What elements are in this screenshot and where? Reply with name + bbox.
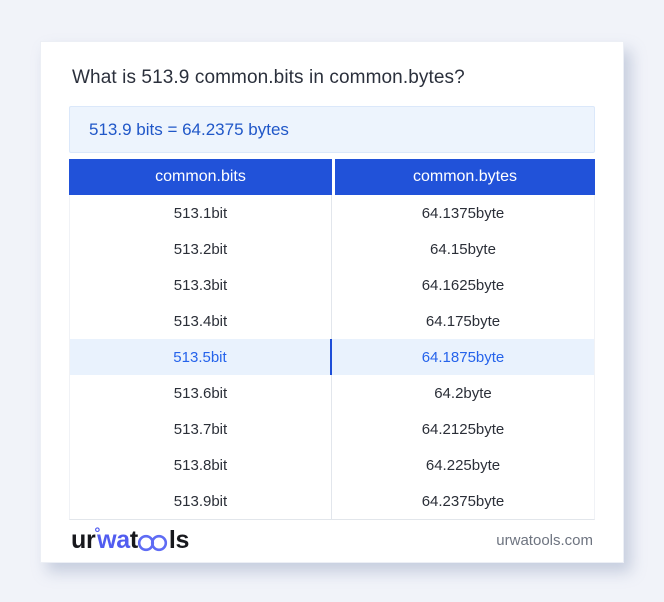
logo-text-t: t <box>129 525 138 554</box>
table-body: 513.1bit 64.1375byte 513.2bit 64.15byte … <box>69 195 595 520</box>
glasses-icon <box>137 534 167 552</box>
conversion-card: What is 513.9 common.bits in common.byte… <box>40 41 624 563</box>
bytes-cell[interactable]: 64.15byte <box>430 240 496 258</box>
bytes-cell[interactable]: 64.1375byte <box>421 204 505 222</box>
logo-text-ur: ur <box>71 525 96 554</box>
column-header-bytes: common.bytes <box>335 159 595 195</box>
bits-cell[interactable]: 513.9bit <box>70 483 332 519</box>
conversion-result: 513.9 bits = 64.2375 bytes <box>69 106 595 153</box>
bits-cell[interactable]: 513.6bit <box>70 375 332 411</box>
ring-icon: ° <box>94 524 101 542</box>
conversion-result-text: 513.9 bits = 64.2375 bytes <box>89 119 289 139</box>
page-title: What is 513.9 common.bits in common.byte… <box>72 67 465 88</box>
table-row[interactable]: 513.6bit 64.2byte <box>70 375 594 411</box>
bytes-cell[interactable]: 64.1875byte <box>332 339 594 375</box>
bytes-cell[interactable]: 64.225byte <box>425 456 501 474</box>
column-header-bits: common.bits <box>69 159 332 195</box>
table-row[interactable]: 513.4bit 64.175byte <box>70 303 594 339</box>
bits-cell[interactable]: 513.3bit <box>70 267 332 303</box>
bits-cell[interactable]: 513.8bit <box>70 447 332 483</box>
bytes-cell[interactable]: 64.1625byte <box>421 276 505 294</box>
footer: ur ° wa t ls urwatools.com <box>69 520 595 560</box>
table-row[interactable]: 513.8bit 64.225byte <box>70 447 594 483</box>
table-row[interactable]: 513.3bit 64.1625byte <box>70 267 594 303</box>
logo-text-ls: ls <box>168 525 190 554</box>
table-row[interactable]: 513.5bit 64.1875byte <box>70 339 594 375</box>
table-row[interactable]: 513.9bit 64.2375byte <box>70 483 594 519</box>
bytes-cell[interactable]: 64.175byte <box>425 312 501 330</box>
table-row[interactable]: 513.2bit 64.15byte <box>70 231 594 267</box>
table-row[interactable]: 513.7bit 64.2125byte <box>70 411 594 447</box>
bits-cell[interactable]: 513.7bit <box>70 411 332 447</box>
table-row[interactable]: 513.1bit 64.1375byte <box>70 195 594 231</box>
bits-cell[interactable]: 513.4bit <box>70 303 332 339</box>
table-header: common.bits common.bytes <box>69 159 595 195</box>
bytes-cell[interactable]: 64.2125byte <box>421 420 505 438</box>
bits-cell[interactable]: 513.2bit <box>70 231 332 267</box>
bytes-cell[interactable]: 64.2byte <box>434 384 492 402</box>
bytes-cell[interactable]: 64.2375byte <box>421 492 505 510</box>
logo-text-wa: wa <box>97 525 130 554</box>
bits-cell[interactable]: 513.1bit <box>70 195 332 231</box>
conversion-table: common.bits common.bytes 513.1bit 64.137… <box>69 159 595 520</box>
bits-cell[interactable]: 513.5bit <box>70 339 332 375</box>
logo[interactable]: ur ° wa t ls <box>71 524 190 555</box>
site-url: urwatools.com <box>496 531 593 549</box>
